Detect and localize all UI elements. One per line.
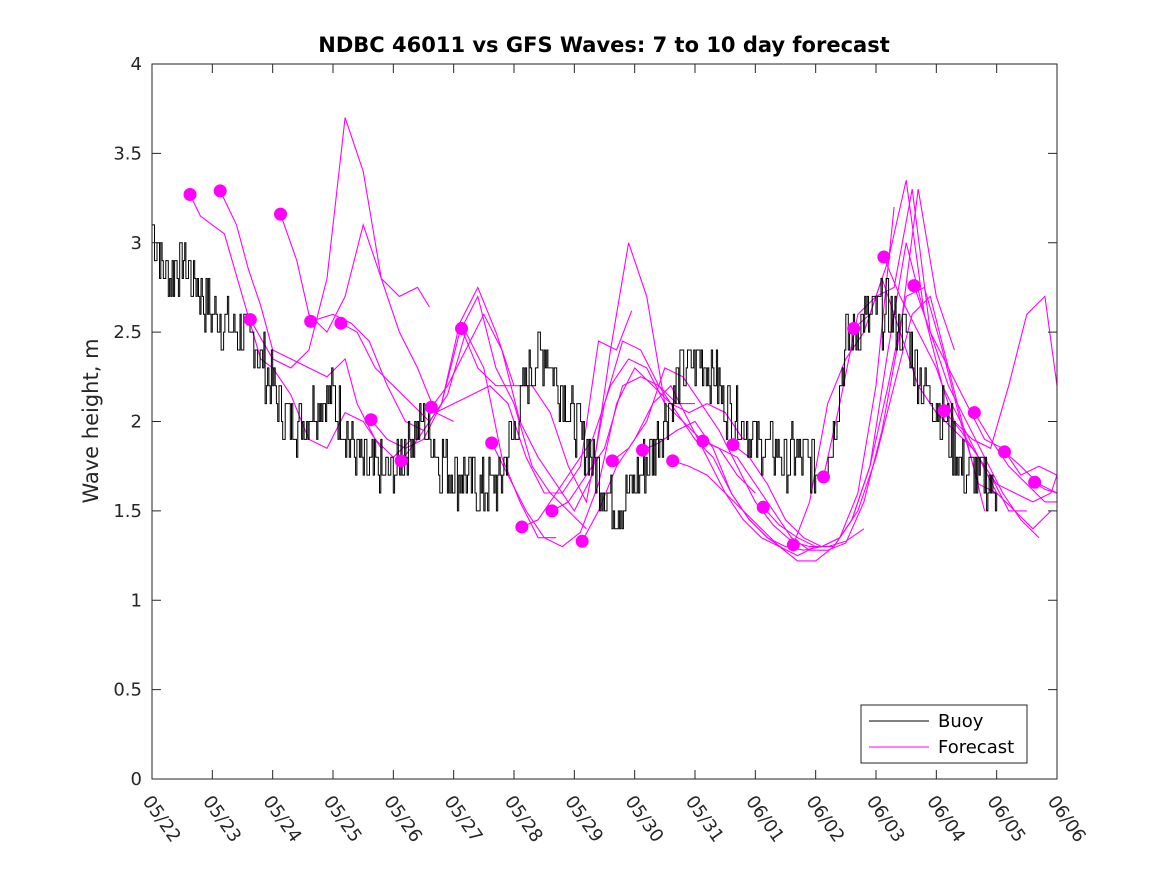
forecast-line xyxy=(491,366,744,548)
forecast-start-marker xyxy=(786,538,800,552)
buoy-line xyxy=(152,224,998,530)
forecast-line xyxy=(732,295,986,548)
legend-forecast-label: Forecast xyxy=(938,737,1014,758)
forecast-start-marker xyxy=(515,520,529,534)
forecast-start-marker xyxy=(726,438,740,452)
forecast-line xyxy=(913,285,1058,476)
forecast-start-marker xyxy=(1028,475,1042,489)
y-tick-label: 4 xyxy=(131,54,142,75)
forecast-line xyxy=(460,328,695,504)
forecast-line xyxy=(279,213,430,334)
forecast-markers xyxy=(183,184,1042,552)
y-tick-label: 0 xyxy=(131,769,142,790)
forecast-start-marker xyxy=(756,500,770,514)
y-tick-label: 3.5 xyxy=(113,143,142,164)
forecast-start-marker xyxy=(545,504,559,518)
forecast-line xyxy=(430,242,666,512)
forecast-start-marker xyxy=(998,445,1012,459)
forecast-start-marker xyxy=(967,406,981,420)
forecast-lines xyxy=(189,117,1058,562)
forecast-start-marker xyxy=(575,534,589,548)
forecast-start-marker xyxy=(696,434,710,448)
forecast-line xyxy=(249,117,454,422)
forecast-line xyxy=(400,310,633,494)
plot-background xyxy=(152,64,1057,779)
buoy-trace xyxy=(152,224,998,530)
forecast-line xyxy=(340,322,557,539)
forecast-line xyxy=(702,189,955,551)
forecast-line xyxy=(883,256,1058,450)
chart-title: NDBC 46011 vs GFS Waves: 7 to 10 day for… xyxy=(318,33,889,57)
forecast-start-marker xyxy=(424,400,438,414)
y-tick-label: 1.5 xyxy=(113,501,142,522)
y-tick-label: 3 xyxy=(131,233,142,254)
y-tick-label: 1 xyxy=(131,590,142,611)
y-tick-label: 2 xyxy=(131,412,142,433)
forecast-start-marker xyxy=(937,404,951,418)
forecast-start-marker xyxy=(847,322,861,336)
forecast-start-marker xyxy=(605,454,619,468)
forecast-start-marker xyxy=(304,314,318,328)
forecast-start-marker xyxy=(636,443,650,457)
forecast-line xyxy=(642,206,895,551)
forecast-start-marker xyxy=(213,184,227,198)
forecast-start-marker xyxy=(907,279,921,293)
plot-area xyxy=(151,63,1058,780)
forecast-start-marker xyxy=(183,187,197,201)
legend-box xyxy=(860,704,1028,764)
forecast-start-marker xyxy=(817,470,831,484)
forecast-start-marker xyxy=(877,250,891,264)
forecast-line xyxy=(672,242,925,562)
y-axis: 0 0.5 1 1.5 2 2.5 3 3.5 4 xyxy=(113,54,1057,790)
forecast-line xyxy=(1004,451,1058,494)
forecast-start-marker xyxy=(485,436,499,450)
forecast-start-marker xyxy=(243,313,257,327)
legend-buoy-label: Buoy xyxy=(938,711,984,732)
forecast-start-marker xyxy=(364,413,378,427)
forecast-line xyxy=(762,286,997,548)
y-axis-label: Wave height, m xyxy=(79,338,103,503)
forecast-start-marker xyxy=(666,454,680,468)
legend: Buoy Forecast xyxy=(860,704,1028,764)
forecast-line xyxy=(973,412,1057,503)
forecast-line xyxy=(943,410,1058,503)
y-tick-label: 2.5 xyxy=(113,322,142,343)
forecast-start-marker xyxy=(334,316,348,330)
forecast-start-marker xyxy=(274,207,288,221)
y-tick-label: 0.5 xyxy=(113,680,142,701)
forecast-start-marker xyxy=(394,454,408,468)
forecast-start-marker xyxy=(455,322,469,336)
